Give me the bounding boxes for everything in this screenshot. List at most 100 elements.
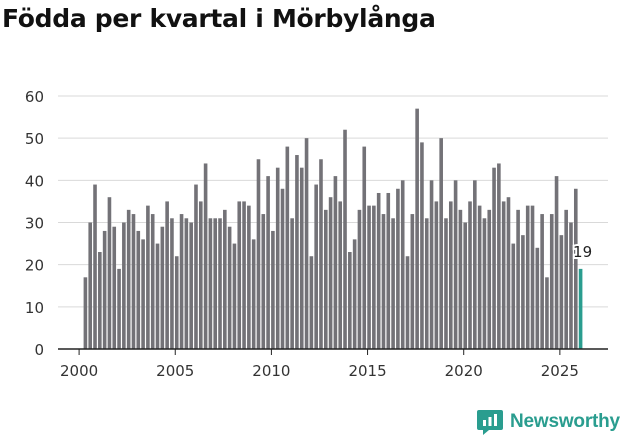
bar bbox=[506, 197, 511, 349]
bar bbox=[242, 201, 246, 349]
bar bbox=[569, 222, 573, 349]
bar bbox=[256, 159, 261, 349]
bar bbox=[107, 197, 112, 349]
bar bbox=[295, 155, 299, 349]
bar bbox=[564, 209, 568, 349]
bar bbox=[362, 146, 367, 349]
bar bbox=[299, 167, 304, 349]
bar bbox=[348, 252, 352, 349]
bar bbox=[367, 205, 371, 349]
bar bbox=[372, 205, 376, 349]
bar bbox=[352, 239, 357, 349]
bar bbox=[530, 205, 535, 349]
bar bbox=[179, 214, 184, 349]
bar bbox=[98, 252, 102, 349]
bar bbox=[275, 167, 280, 349]
bar bbox=[458, 209, 463, 349]
bar bbox=[319, 159, 323, 349]
bar bbox=[559, 235, 564, 349]
bar bbox=[338, 201, 343, 349]
y-axis-ticks: 0 10 20 30 40 50 60 bbox=[25, 88, 44, 359]
bar bbox=[511, 243, 516, 349]
bar bbox=[117, 268, 121, 349]
bar bbox=[473, 180, 477, 349]
bar bbox=[112, 226, 117, 349]
bar bbox=[333, 176, 338, 349]
bars bbox=[83, 108, 583, 350]
bar bbox=[213, 218, 218, 349]
bar bbox=[285, 146, 290, 349]
bar bbox=[247, 205, 251, 349]
bar bbox=[391, 218, 395, 349]
bar bbox=[155, 243, 160, 349]
bar bbox=[203, 163, 208, 349]
bar bbox=[516, 209, 520, 349]
bar bbox=[280, 188, 285, 349]
bar bbox=[400, 180, 405, 349]
bar bbox=[357, 209, 362, 349]
bar bbox=[429, 180, 434, 349]
bar bbox=[545, 277, 549, 349]
bar bbox=[88, 222, 93, 349]
bar bbox=[290, 218, 294, 349]
newsworthy-logo-icon bbox=[477, 410, 503, 435]
bar bbox=[93, 184, 97, 349]
bar bbox=[126, 209, 131, 349]
bar bbox=[482, 218, 487, 349]
bar bbox=[170, 218, 174, 349]
bar bbox=[439, 138, 443, 349]
data-label: 19 bbox=[573, 243, 592, 261]
bar bbox=[573, 188, 578, 349]
bar bbox=[501, 201, 506, 349]
chart-title: Födda per kvartal i Mörbylånga bbox=[2, 4, 436, 33]
x-tick-label: 2005 bbox=[156, 362, 194, 380]
bar bbox=[150, 214, 155, 349]
bar-highlight bbox=[578, 268, 583, 349]
bar bbox=[468, 201, 472, 349]
bar bbox=[554, 176, 559, 349]
x-tick-label: 2000 bbox=[60, 362, 98, 380]
bar bbox=[223, 209, 227, 349]
y-tick-label: 0 bbox=[34, 341, 44, 359]
bar bbox=[396, 188, 400, 349]
bar bbox=[492, 167, 496, 349]
bar bbox=[487, 209, 492, 349]
bar bbox=[165, 201, 169, 349]
bar bbox=[227, 226, 232, 349]
bar bbox=[237, 201, 242, 349]
gridlines bbox=[58, 95, 608, 308]
bar bbox=[420, 142, 424, 349]
bar bbox=[463, 222, 468, 349]
bar bbox=[304, 138, 309, 349]
bar bbox=[434, 201, 439, 349]
bar bbox=[415, 108, 419, 350]
brand-logo: Newsworthy bbox=[476, 408, 620, 436]
bar bbox=[521, 235, 525, 349]
bar bbox=[477, 205, 482, 349]
x-tick-label: 2025 bbox=[541, 362, 579, 380]
bar bbox=[405, 256, 410, 349]
y-tick-label: 10 bbox=[25, 299, 44, 317]
bar bbox=[218, 218, 222, 349]
bar bbox=[540, 214, 544, 349]
bar bbox=[174, 256, 179, 349]
bar bbox=[271, 230, 275, 349]
y-tick-label: 60 bbox=[25, 88, 44, 106]
bar bbox=[83, 277, 88, 349]
bar bbox=[386, 192, 391, 349]
bar bbox=[376, 192, 381, 349]
y-tick-label: 40 bbox=[25, 172, 44, 190]
bar bbox=[448, 201, 453, 349]
bar bbox=[525, 205, 530, 349]
x-tick-label: 2020 bbox=[445, 362, 483, 380]
bar bbox=[343, 129, 347, 349]
bar bbox=[381, 214, 386, 349]
bar bbox=[535, 247, 540, 349]
bar bbox=[189, 222, 193, 349]
bar bbox=[198, 201, 203, 349]
bar bbox=[410, 214, 415, 349]
bar bbox=[328, 197, 333, 349]
bar bbox=[266, 176, 270, 349]
bar bbox=[453, 180, 458, 349]
bar bbox=[194, 184, 198, 349]
